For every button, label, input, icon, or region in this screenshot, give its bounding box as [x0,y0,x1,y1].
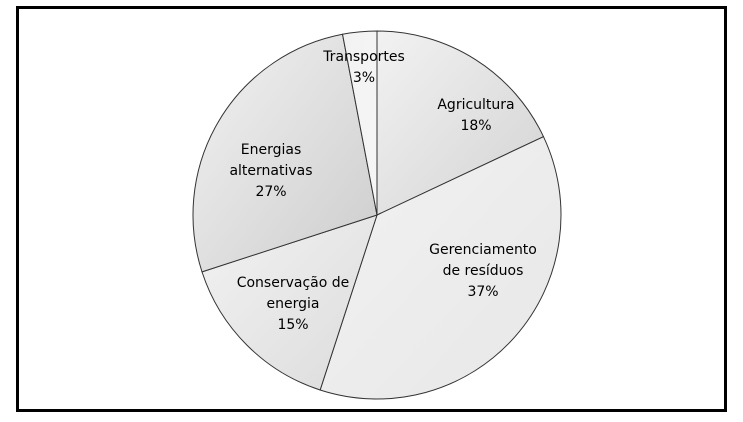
slice-category-label: energia [267,296,320,312]
slice-category-label: Gerenciamento [429,242,537,258]
pie-slice-3 [192,33,378,273]
slice-category-label: Energias [241,142,302,158]
slice-value-label: 27% [255,184,286,200]
slice-label-1: Gerenciamento de resíduos 37% [429,242,537,300]
slice-label-3: Energias alternativas 27% [229,142,312,200]
pie-slice-4 [341,30,378,216]
pie-chart: Agricultura 18% Gerenciamento de resíduos 37… [192,30,562,400]
slice-label-0: Agricultura 18% [437,97,514,134]
pie-labels: Agricultura 18% Gerenciamento de resíduos 37… [229,49,536,333]
slice-category-label: Conservação de [237,275,350,291]
pie-slice-0 [376,30,545,216]
slice-value-label: 3% [353,70,375,86]
slice-label-2: Conservação de energia 15% [237,275,350,333]
slice-category-label: alternativas [229,163,312,179]
slice-value-label: 18% [460,118,491,134]
pie-slices [192,30,562,400]
pie-slice-2 [201,214,378,391]
slice-value-label: 15% [277,317,308,333]
slice-label-4: Transportes 3% [322,49,405,86]
slice-value-label: 37% [467,284,498,300]
caption-strip [0,413,743,422]
chart-frame: Agricultura 18% Gerenciamento de resíduos 37… [16,6,727,412]
slice-category-label: de resíduos [443,263,524,279]
slice-category-label: Agricultura [437,97,514,113]
slice-category-label: Transportes [322,49,405,65]
pie-slice-1 [319,135,562,400]
